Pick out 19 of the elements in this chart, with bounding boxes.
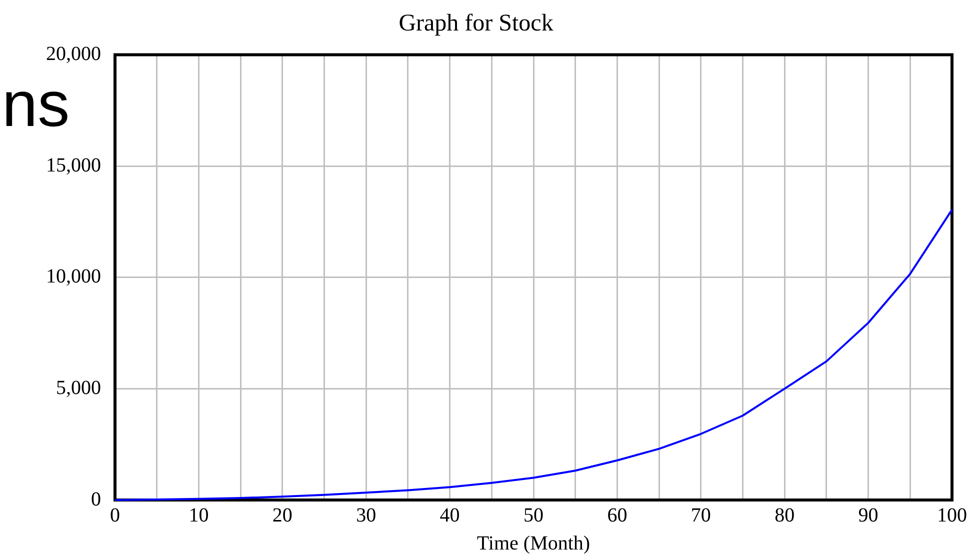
x-tick-label: 100	[937, 504, 967, 526]
x-tick-label: 70	[690, 504, 711, 526]
x-tick-label: 20	[272, 504, 292, 526]
x-tick-label: 50	[524, 504, 544, 526]
x-tick-label: 40	[440, 504, 460, 526]
x-tick-label: 60	[607, 504, 628, 526]
chart-title: Graph for Stock	[398, 10, 554, 37]
x-tick-label: 80	[774, 504, 795, 526]
y-tick-label: 15,000	[46, 154, 101, 176]
y-tick-label: 20,000	[46, 43, 101, 66]
x-axis-title: Time (Month)	[476, 532, 590, 554]
y-tick-label: 0	[91, 488, 101, 510]
x-tick-label: 90	[858, 504, 878, 526]
x-tick-label: 0	[110, 504, 120, 526]
text: ns	[2, 68, 70, 140]
x-tick-label: 10	[188, 504, 209, 526]
y-tick-label: 5,000	[56, 376, 101, 399]
y-tick-label: 10,000	[46, 266, 101, 288]
x-tick-label: 30	[356, 504, 376, 526]
